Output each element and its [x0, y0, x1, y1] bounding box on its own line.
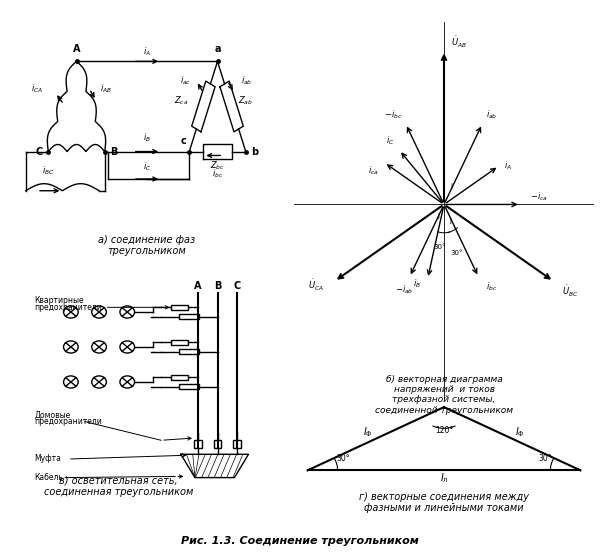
- Text: $Z_{bc}$: $Z_{bc}$: [210, 160, 225, 172]
- Text: j: j: [449, 218, 451, 224]
- Text: a: a: [214, 44, 221, 54]
- Text: 30°: 30°: [434, 244, 446, 250]
- Text: C: C: [233, 281, 241, 291]
- Text: Квартирные: Квартирные: [34, 296, 84, 305]
- Bar: [179, 349, 199, 354]
- Text: j: j: [451, 183, 452, 189]
- Text: A: A: [194, 281, 202, 291]
- Text: $i_C$: $i_C$: [143, 161, 151, 173]
- Text: г) векторные соединения между
фазными и линейными токами: г) векторные соединения между фазными и …: [359, 491, 529, 513]
- Bar: [194, 439, 202, 448]
- Bar: [171, 375, 188, 380]
- Text: $I_\Phi$: $I_\Phi$: [515, 425, 525, 439]
- Text: б) векторная диаграмма
напряжений  и токов
трехфазной системы,
соединенной треуг: б) векторная диаграмма напряжений и токо…: [375, 375, 513, 415]
- Text: $I_\text{л}$: $I_\text{л}$: [440, 471, 448, 485]
- Text: $i_{bc}$: $i_{bc}$: [212, 167, 223, 179]
- Text: $i_A$: $i_A$: [143, 45, 151, 58]
- Text: $I_\Phi$: $I_\Phi$: [363, 425, 373, 439]
- Text: $i_{AB}$: $i_{AB}$: [100, 83, 112, 95]
- Text: $-i_{ab}$: $-i_{ab}$: [395, 284, 413, 296]
- Bar: [233, 439, 241, 448]
- Text: $\dot{U}_{AB}$: $\dot{U}_{AB}$: [451, 35, 467, 50]
- Text: $Z_{ab}$: $Z_{ab}$: [238, 94, 253, 107]
- Text: $i_{ab}$: $i_{ab}$: [486, 109, 497, 121]
- Text: $-i_{bc}$: $-i_{bc}$: [384, 109, 402, 121]
- Text: 30°: 30°: [336, 454, 350, 463]
- Text: A: A: [73, 44, 80, 54]
- Text: $i_{CA}$: $i_{CA}$: [31, 83, 43, 95]
- Bar: [179, 314, 199, 319]
- Text: $i_{ac}$: $i_{ac}$: [179, 75, 191, 87]
- Text: $i_A$: $i_A$: [504, 160, 512, 172]
- Text: Кабель: Кабель: [34, 473, 63, 482]
- Text: $i_{bc}$: $i_{bc}$: [485, 281, 497, 294]
- Text: Муфта: Муфта: [34, 454, 61, 464]
- Text: C: C: [36, 147, 43, 157]
- Text: $i_{ab}$: $i_{ab}$: [241, 75, 253, 87]
- Text: $i_{BC}$: $i_{BC}$: [42, 165, 55, 177]
- Text: предохранители: предохранители: [34, 303, 102, 312]
- Text: в) осветительная сеть,
соединенная треугольником: в) осветительная сеть, соединенная треуг…: [44, 476, 193, 497]
- Bar: [171, 340, 188, 345]
- Text: а) соединение фаз
треугольником: а) соединение фаз треугольником: [98, 235, 196, 257]
- Text: $\dot{U}_{CA}$: $\dot{U}_{CA}$: [308, 278, 324, 293]
- Bar: [179, 384, 199, 389]
- Text: $-i_{ca}$: $-i_{ca}$: [530, 190, 548, 203]
- Text: c: c: [180, 136, 186, 146]
- Text: 120°: 120°: [435, 425, 453, 434]
- Text: $Z_{ca}$: $Z_{ca}$: [173, 94, 188, 107]
- Text: j: j: [437, 213, 439, 219]
- Text: предохранители: предохранители: [34, 417, 102, 426]
- Text: B: B: [214, 281, 221, 291]
- Text: $i_{ca}$: $i_{ca}$: [368, 165, 379, 177]
- Text: $\dot{U}_{BC}$: $\dot{U}_{BC}$: [562, 284, 578, 299]
- Bar: [214, 439, 221, 448]
- Text: B: B: [110, 147, 117, 157]
- Text: $i_C$: $i_C$: [386, 135, 394, 147]
- Bar: [171, 305, 188, 310]
- Text: $i_B$: $i_B$: [143, 131, 151, 143]
- Text: 30°: 30°: [451, 250, 463, 256]
- Text: Рис. 1.3. Соединение треугольником: Рис. 1.3. Соединение треугольником: [181, 536, 419, 546]
- Text: b: b: [251, 147, 258, 157]
- Text: 30°: 30°: [538, 454, 552, 463]
- Text: $i_B$: $i_B$: [413, 278, 421, 290]
- Text: Домовые: Домовые: [34, 410, 70, 419]
